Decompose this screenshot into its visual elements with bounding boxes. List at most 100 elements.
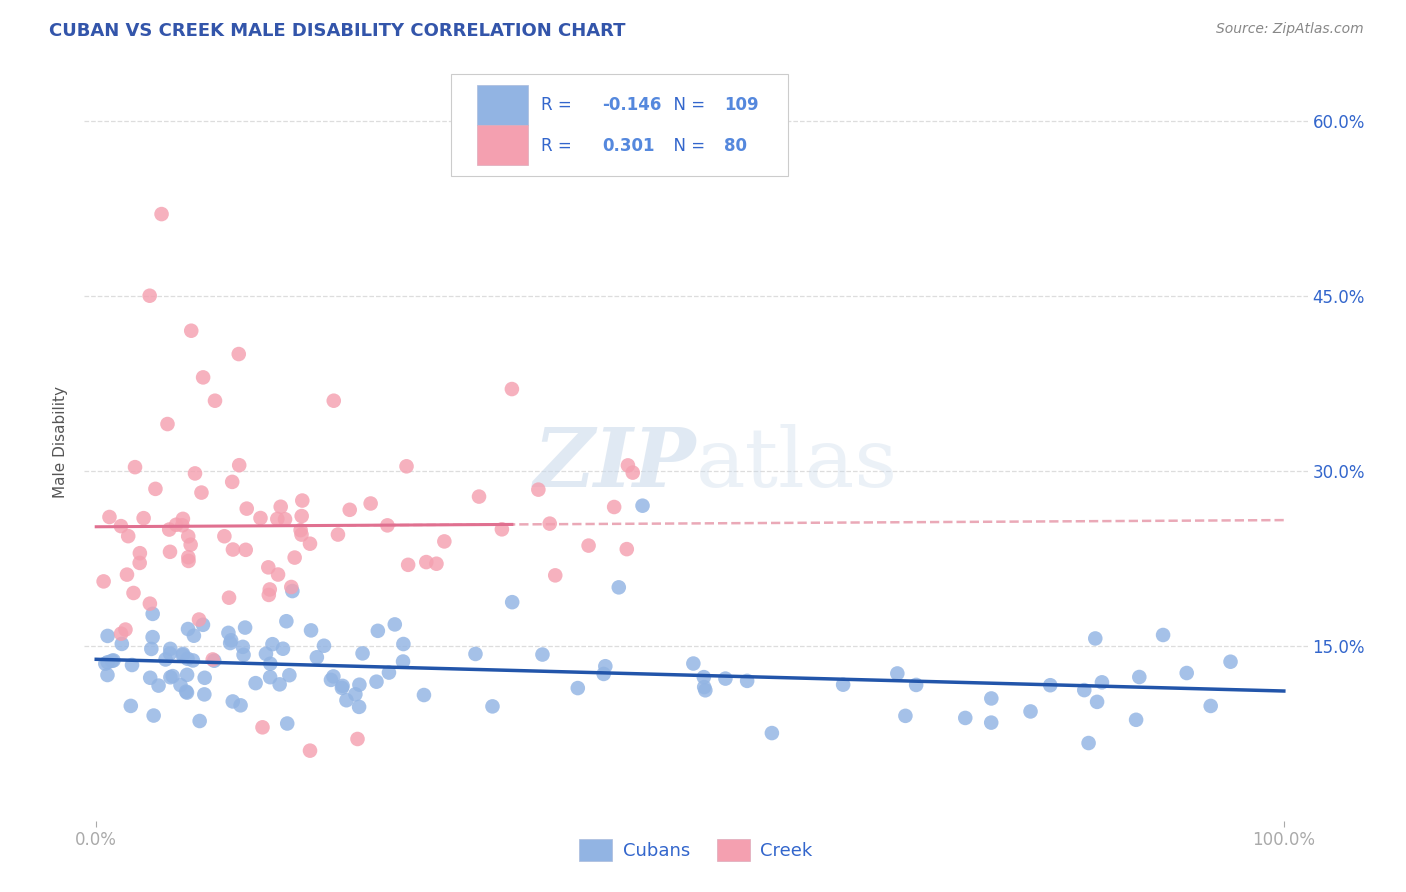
Point (592, 667, 614, 681)
Point (128, 556, 150, 570)
Point (378, 665, 401, 680)
Point (367, 624, 389, 638)
Point (235, 542, 257, 557)
Point (501, 595, 523, 609)
Point (425, 557, 447, 571)
Text: N =: N = (664, 96, 710, 114)
Point (578, 539, 600, 553)
Point (360, 496, 382, 510)
Point (142, 607, 165, 621)
Point (219, 633, 242, 648)
Text: 0.301: 0.301 (602, 136, 654, 155)
Point (233, 621, 256, 635)
Point (267, 567, 290, 582)
Point (249, 511, 271, 525)
Point (274, 512, 297, 526)
Point (150, 207, 173, 221)
Point (284, 550, 307, 565)
Point (352, 646, 374, 660)
Point (714, 672, 737, 686)
Point (176, 685, 198, 699)
Point (832, 678, 855, 692)
Text: N =: N = (664, 136, 710, 155)
Point (607, 580, 630, 594)
Point (270, 500, 292, 514)
Point (433, 534, 456, 549)
Point (232, 648, 254, 662)
Point (392, 655, 415, 669)
Point (177, 529, 200, 543)
Point (174, 684, 197, 698)
Point (228, 458, 250, 473)
Point (299, 624, 322, 638)
Point (97, 629, 120, 643)
Point (621, 466, 644, 480)
Point (298, 537, 321, 551)
Point (491, 522, 513, 536)
Text: atlas: atlas (696, 425, 898, 504)
Point (96, 668, 118, 682)
Point (595, 659, 617, 673)
Point (980, 691, 1002, 706)
Point (232, 640, 254, 654)
Text: 109: 109 (724, 96, 759, 114)
Point (1019, 705, 1042, 719)
FancyBboxPatch shape (477, 85, 529, 125)
Point (177, 550, 200, 565)
Point (349, 678, 371, 692)
Point (204, 393, 226, 408)
Point (222, 542, 245, 557)
Point (169, 678, 191, 692)
Point (312, 639, 335, 653)
Point (115, 567, 138, 582)
Point (631, 499, 654, 513)
Point (980, 715, 1002, 730)
Point (245, 676, 267, 690)
Point (617, 458, 640, 473)
Point (501, 382, 523, 396)
Point (139, 671, 162, 685)
Point (110, 519, 132, 533)
Point (377, 518, 399, 533)
Point (280, 580, 302, 594)
Point (276, 716, 298, 731)
Point (138, 289, 160, 303)
Point (110, 626, 132, 640)
Point (124, 460, 146, 475)
Point (761, 726, 783, 740)
Point (165, 517, 187, 532)
Point (305, 650, 328, 665)
Point (276, 614, 298, 628)
Point (191, 617, 214, 632)
Point (172, 518, 194, 533)
Point (290, 527, 312, 541)
Point (214, 529, 236, 543)
Point (176, 652, 198, 666)
Point (384, 617, 406, 632)
Point (339, 503, 361, 517)
Point (693, 680, 716, 694)
Point (259, 670, 281, 684)
Point (159, 670, 181, 684)
Point (142, 630, 165, 644)
Point (122, 586, 145, 600)
Point (291, 493, 314, 508)
Point (172, 647, 194, 661)
Point (1077, 736, 1099, 750)
Point (254, 647, 277, 661)
Point (326, 527, 349, 541)
Point (257, 560, 280, 574)
Point (298, 744, 321, 758)
Point (603, 500, 626, 514)
Point (103, 653, 125, 667)
Point (527, 483, 550, 497)
Point (735, 673, 758, 688)
Point (159, 545, 181, 559)
Point (259, 582, 281, 597)
Point (693, 670, 716, 684)
Point (93, 574, 115, 589)
Y-axis label: Male Disability: Male Disability (53, 385, 69, 498)
Point (218, 591, 240, 605)
Point (139, 597, 162, 611)
Point (322, 393, 344, 408)
